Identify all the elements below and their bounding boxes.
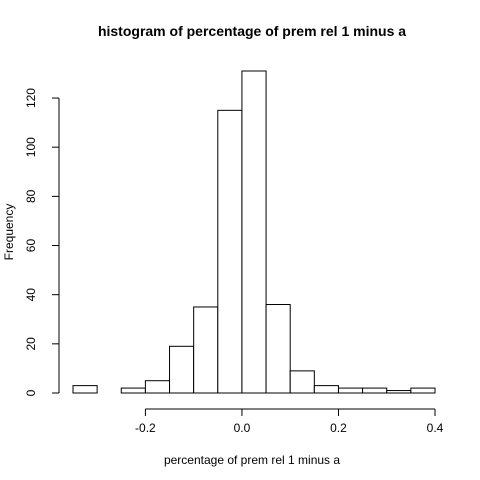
histogram-bar [72, 385, 98, 394]
histogram-bar [386, 390, 412, 394]
y-tick-label: 80 [24, 189, 38, 203]
histogram-bar [241, 70, 267, 394]
histogram-bars [72, 70, 436, 394]
x-tick-label: 0.2 [330, 421, 347, 435]
chart-title: histogram of percentage of prem rel 1 mi… [98, 23, 406, 39]
y-tick-label: 0 [24, 389, 38, 396]
histogram-bar [144, 380, 171, 394]
histogram-bar [337, 387, 364, 394]
y-tick-label: 120 [24, 88, 38, 108]
x-tick-label: 0.4 [427, 421, 444, 435]
histogram-bar [265, 304, 291, 394]
histogram-bar [362, 387, 388, 394]
y-tick-label: 100 [24, 137, 38, 157]
y-axis-label: Frequency [2, 204, 16, 261]
y-tick-label: 60 [24, 239, 38, 253]
y-tick-label: 40 [24, 288, 38, 302]
x-axis: -0.2 0.0 0.2 0.4 [135, 408, 444, 435]
histogram-bar [410, 387, 436, 394]
histogram-bar [313, 385, 339, 394]
histogram-bar [120, 387, 146, 394]
x-tick-label: -0.2 [135, 421, 156, 435]
y-axis: 0 20 40 60 80 100 120 [24, 88, 60, 396]
histogram-bar [193, 306, 219, 394]
x-tick-label: 0.0 [234, 421, 251, 435]
histogram-bar [217, 109, 243, 394]
histogram-bar [289, 370, 315, 394]
histogram-bar [169, 345, 195, 394]
x-axis-label: percentage of prem rel 1 minus a [164, 453, 340, 467]
y-tick-label: 20 [24, 337, 38, 351]
